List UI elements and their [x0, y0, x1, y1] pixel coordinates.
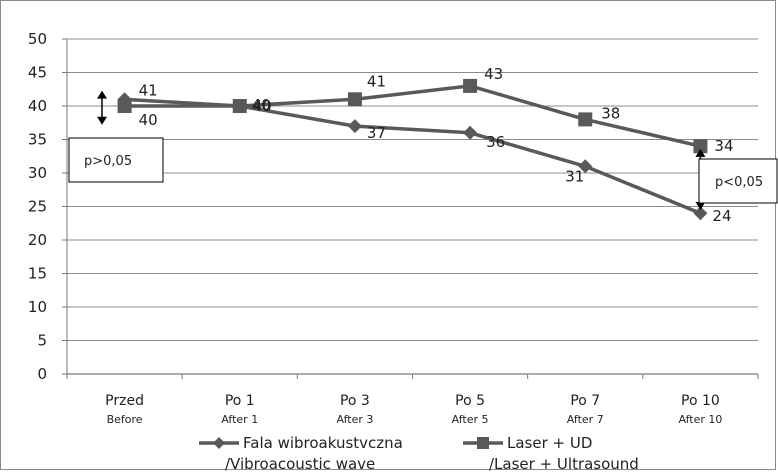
legend-label: Fala wibroakustvczna: [243, 434, 403, 452]
square-marker: [693, 139, 708, 154]
data-label: 41: [367, 72, 386, 90]
square-marker: [578, 112, 593, 127]
diamond-marker: [693, 206, 708, 221]
diamond-marker: [463, 125, 478, 140]
diamond-marker: [347, 119, 362, 134]
legend-label-line2: /Vibroacoustic wave: [225, 455, 375, 473]
data-label: 41: [139, 81, 158, 99]
arrow-head-up: [97, 90, 107, 99]
annotation-box-left: [68, 137, 164, 183]
series-line-2: [124, 84, 701, 148]
x-category-label: Po 10: [681, 393, 720, 409]
data-label: 43: [484, 65, 503, 83]
diamond-marker: [213, 437, 225, 449]
data-label: 36: [486, 133, 505, 151]
square-marker: [347, 92, 362, 107]
x-category-sublabel: After 1: [221, 413, 258, 426]
data-label: 24: [712, 207, 731, 225]
data-label: 40: [139, 111, 158, 129]
y-tick-label: 10: [28, 298, 47, 316]
legend: Fala wibroakustvczna/Vibroacoustic wave L…: [199, 434, 639, 473]
x-category-sublabel: After 10: [678, 413, 722, 426]
square-marker: [232, 99, 247, 113]
arrow-head-up: [695, 148, 706, 157]
y-tick-label: 40: [28, 97, 47, 115]
x-category-label: Po 3: [340, 393, 370, 409]
y-tick-label: 25: [28, 198, 47, 216]
diamond-marker: [578, 159, 593, 174]
data-label: 38: [601, 104, 620, 122]
y-tick-label: 45: [28, 64, 47, 82]
legend-label-line2: /Laser + Ultrasound: [489, 455, 639, 473]
annotation-box-right: [698, 158, 778, 204]
arrow-head-down: [97, 116, 107, 125]
data-label: 34: [714, 137, 733, 155]
legend-item-2: Laser + UD/Laser + Ultrasound: [463, 434, 639, 473]
y-tick-label: 0: [37, 365, 47, 383]
data-label: 37: [367, 124, 386, 142]
square-marker: [117, 99, 132, 113]
y-tick-label: 15: [28, 265, 47, 283]
x-category-sublabel: After 3: [336, 413, 373, 426]
x-category-label: Po 5: [455, 393, 485, 409]
x-category-sublabel: After 5: [452, 413, 489, 426]
legend-item-1: Fala wibroakustvczna/Vibroacoustic wave: [199, 434, 403, 473]
legend-label: Laser + UD: [507, 434, 592, 452]
square-marker: [463, 78, 478, 93]
data-label: 31: [565, 167, 584, 185]
y-tick-label: 50: [28, 30, 47, 48]
arrow-head-down: [695, 201, 706, 210]
square-marker: [477, 437, 489, 449]
y-tick-label: 20: [28, 231, 47, 249]
data-label: 40: [253, 97, 272, 115]
x-category-label: Po 1: [225, 393, 255, 409]
y-tick-label: 35: [28, 131, 47, 149]
x-category-label: Po 7: [570, 393, 600, 409]
data-label: 40: [252, 96, 271, 114]
y-tick-label: 5: [37, 332, 47, 350]
x-category-label: Przed: [105, 393, 144, 409]
y-tick-label: 30: [28, 164, 47, 182]
x-category-sublabel: After 7: [567, 413, 604, 426]
annotation-text-left: p>0,05: [84, 154, 132, 169]
x-category-sublabel: Before: [107, 413, 143, 426]
annotation-text-right: p<0,05: [715, 175, 763, 190]
